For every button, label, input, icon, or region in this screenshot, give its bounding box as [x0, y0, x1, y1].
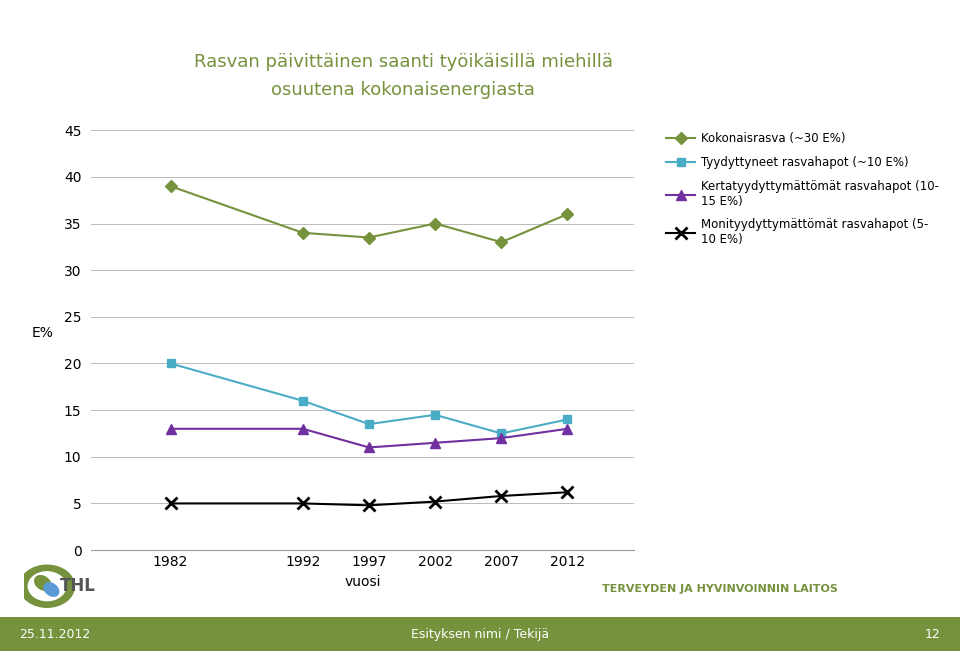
Circle shape — [29, 572, 65, 601]
Ellipse shape — [44, 583, 59, 596]
Text: THL: THL — [60, 577, 96, 595]
Circle shape — [19, 565, 75, 607]
Text: TERVEYDEN JA HYVINVOINNIN LAITOS: TERVEYDEN JA HYVINVOINNIN LAITOS — [602, 584, 838, 594]
Ellipse shape — [35, 575, 51, 590]
Text: Esityksen nimi / Tekijä: Esityksen nimi / Tekijä — [411, 628, 549, 641]
X-axis label: vuosi: vuosi — [344, 575, 381, 589]
Text: 12: 12 — [925, 628, 941, 641]
Y-axis label: E%: E% — [32, 326, 54, 340]
Legend: Kokonaisrasva (~30 E%), Tyydyttyneet rasvahapot (~10 E%), Kertatyydyttymättömät : Kokonaisrasva (~30 E%), Tyydyttyneet ras… — [661, 128, 944, 251]
Text: 25.11.2012: 25.11.2012 — [19, 628, 90, 641]
Text: Rasvan päivittäinen saanti työikäisillä miehillä: Rasvan päivittäinen saanti työikäisillä … — [194, 53, 612, 71]
Text: osuutena kokonaisenergiasta: osuutena kokonaisenergiasta — [272, 81, 535, 99]
